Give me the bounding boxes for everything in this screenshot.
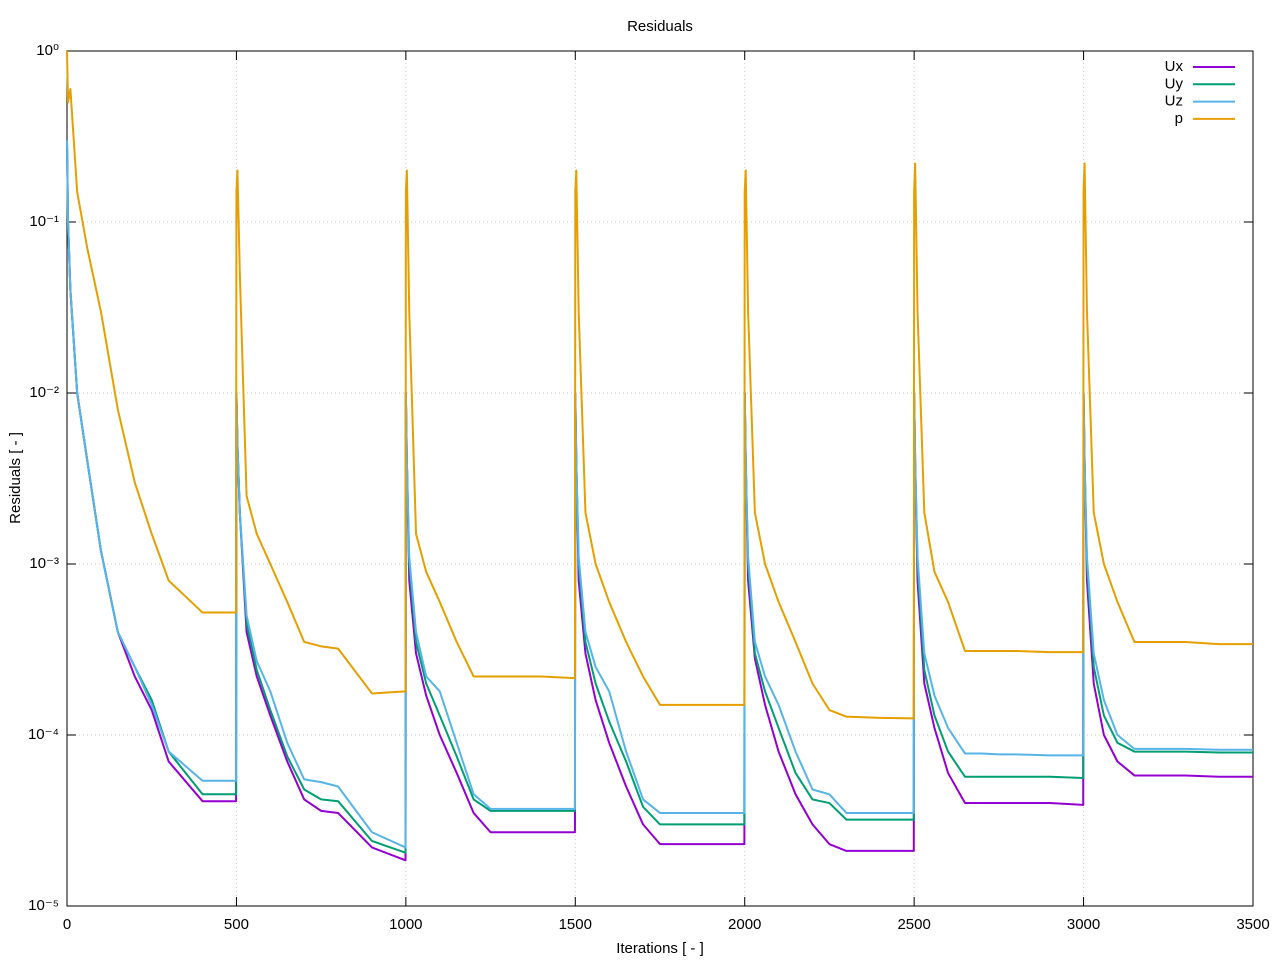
y-tick-label: 10⁻⁵ — [28, 897, 59, 914]
x-tick-label: 0 — [63, 916, 71, 933]
x-tick-label: 2000 — [728, 916, 761, 933]
y-tick-label: 10⁻³ — [29, 555, 59, 572]
series-line — [66, 50, 1254, 720]
chart-title: Residuals — [627, 18, 693, 35]
x-tick-label: 3000 — [1067, 916, 1100, 933]
x-tick-label: 1000 — [389, 916, 422, 933]
series-line — [66, 140, 1254, 849]
legend-label: Uy — [1165, 75, 1184, 92]
legend-label: Ux — [1165, 58, 1184, 75]
y-axis-title: Residuals [ - ] — [7, 432, 24, 524]
y-tick-label: 10⁰ — [36, 42, 59, 59]
x-tick-label: 500 — [224, 916, 249, 933]
legend-label: p — [1175, 110, 1183, 127]
x-tick-label: 1500 — [559, 916, 592, 933]
x-tick-label: 3500 — [1236, 916, 1269, 933]
legend-label: Uz — [1165, 93, 1183, 110]
plot-frame — [66, 50, 1254, 907]
y-tick-label: 10⁻² — [29, 384, 59, 401]
x-axis-title: Iterations [ - ] — [616, 940, 704, 957]
y-tick-label: 10⁻¹ — [29, 213, 59, 230]
y-tick-label: 10⁻⁴ — [28, 726, 59, 743]
x-tick-label: 2500 — [897, 916, 930, 933]
